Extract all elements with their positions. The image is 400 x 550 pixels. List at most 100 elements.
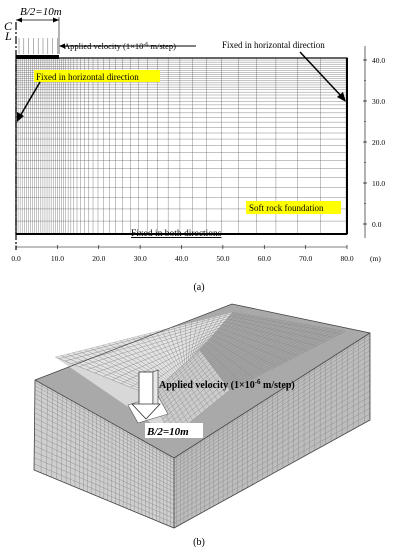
soft-rock-highlight [246,201,341,214]
y-tick-label: 40.0 [372,56,385,65]
mesh-line [231,313,341,334]
mesh-line [34,457,174,519]
mesh-line [174,402,370,514]
mesh-line [209,317,268,363]
mesh-line [87,409,89,493]
mesh-line [224,321,317,347]
x-tick-label: 0.0 [11,254,21,263]
mesh-line [34,451,174,514]
y-tick-label: 20.0 [372,138,385,147]
mesh-line [79,405,81,489]
mesh-line [70,400,72,486]
mesh-line [179,325,186,364]
mesh-line [168,382,225,430]
mesh-line [162,372,218,420]
mesh-line [210,318,273,365]
panel-a-mesh-diagram: C L B/2=10m Applied velocity (1×10-6 m/s… [4,6,385,293]
mesh-line [205,315,255,358]
mesh-line [34,385,174,463]
mesh-line [229,315,334,338]
mesh-line [174,390,370,505]
mesh-line [34,412,174,484]
x-tick-label: 50.0 [216,254,229,263]
model-outline-3d [33,303,371,529]
top-front-right-edge [173,332,371,459]
mesh-line [95,414,97,496]
applied-velocity-label-b: Applied velocity (1×10-6 m/step) [159,378,295,391]
mesh-line [91,412,93,494]
mesh-line [227,329,338,388]
mesh-line [149,349,201,396]
mesh-line [203,345,243,385]
mesh-line [196,314,222,354]
x-tick-label: 60.0 [258,254,271,263]
mesh-line [153,355,205,402]
centerline-l-label: L [4,29,12,43]
mesh-line [217,322,299,374]
x-tick-label: 70.0 [299,254,312,263]
fixed-horizontal-right-leader [299,51,344,99]
mesh-line [56,392,58,480]
mesh-line [94,327,220,374]
centerline-c-label: C [4,19,13,33]
mesh-line [154,358,207,404]
x-tick-label: 40.0 [175,254,188,263]
applied-velocity-arrows [18,38,58,54]
mesh-line [83,407,85,491]
mesh-line [60,355,152,394]
mesh-line [112,334,214,381]
mesh-line [219,324,307,377]
caption-a: (a) [193,282,204,293]
mesh-line [206,342,254,379]
mesh-line [34,434,174,501]
mesh-line [174,369,370,488]
mesh-line [86,324,223,370]
mesh-line [131,337,172,376]
mesh-line [212,319,281,368]
mesh-line [207,316,264,361]
soft-rock-label: Soft rock foundation [249,203,324,213]
mesh-line [126,338,171,378]
half-width-label: B/2=10m [20,6,62,18]
half-width-label-b: B/2=10m [146,426,189,438]
mesh-line [193,317,210,357]
mesh-line [34,407,174,480]
mesh-line [34,393,174,469]
mesh-line [150,351,202,397]
mesh-line [202,313,242,354]
mesh-line [166,379,223,427]
mesh-line [65,397,68,484]
mesh-inner-back-right [199,312,346,391]
fixed-both-label: Fixed in both directions [131,229,222,239]
mesh-line [174,335,370,461]
mesh-line [157,363,211,410]
mesh-line [224,327,325,383]
mesh-line [161,329,181,369]
mesh-line [229,330,346,391]
mesh-line [103,418,105,499]
mesh-line [40,383,43,473]
mesh-line [74,402,76,487]
mesh-line [160,369,216,417]
mesh-line [222,326,321,381]
fixed-horizontal-left-leader [18,81,41,119]
mesh-line [34,389,174,466]
mesh-line [188,322,192,361]
fixed-horizontal-right-label: Fixed in horizontal direction [222,40,325,50]
mesh-line [121,338,211,384]
footing [16,55,59,59]
mesh-line [204,314,251,357]
mesh-line [216,322,294,372]
mesh-line [34,382,174,461]
y-axis: 0.0 10.0 20.0 30.0 40.0 [363,46,385,238]
mesh-line [120,340,169,379]
mesh-line [174,354,370,476]
fixed-horizontal-left-label: Fixed in horizontal direction [36,72,139,82]
fixed-horizontal-left-highlight [34,70,160,82]
mesh-line [198,313,228,352]
mesh-line [174,364,370,484]
mesh-line [220,324,312,378]
half-width-label-b-bg [145,423,203,438]
dimension-arrow-left-icon [16,17,22,23]
x-tick-label: 10.0 [51,254,64,263]
